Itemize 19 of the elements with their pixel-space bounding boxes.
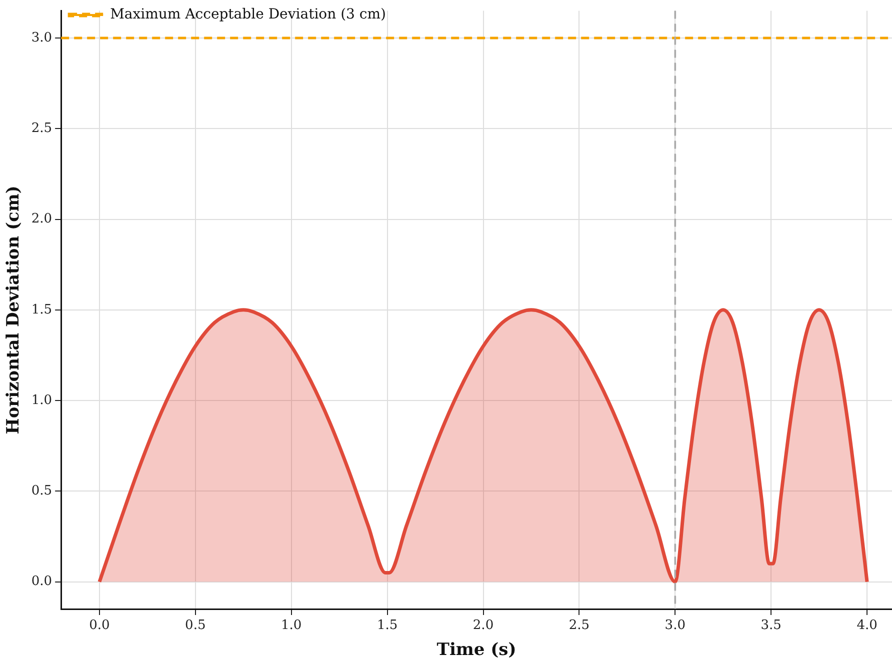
y-tick-label: 3.0: [31, 30, 52, 46]
y-tick-label: 1.5: [31, 302, 52, 318]
y-tick-label: 0.0: [31, 574, 52, 590]
x-tick-label: 1.5: [376, 618, 398, 634]
legend-label: Maximum Acceptable Deviation (3 cm): [110, 6, 386, 23]
x-tick-label: 4.0: [856, 618, 878, 634]
x-tick-label: 0.5: [185, 618, 206, 634]
y-axis-title: Horizontal Deviation (cm): [4, 186, 24, 434]
x-tick-label: 2.5: [568, 618, 590, 634]
x-axis-title: Time (s): [436, 640, 516, 660]
y-tick-label: 2.0: [31, 212, 52, 227]
x-tick-label: 3.0: [664, 618, 686, 634]
x-tick-label: 2.0: [472, 618, 494, 634]
x-tick-label: 0.0: [89, 618, 110, 634]
y-tick-label: 1.0: [31, 392, 52, 408]
x-tick-label: 1.0: [281, 618, 302, 634]
x-tick-label: 3.5: [760, 618, 782, 634]
y-tick-label: 2.5: [31, 121, 52, 136]
y-tick-label: 0.5: [31, 484, 52, 499]
